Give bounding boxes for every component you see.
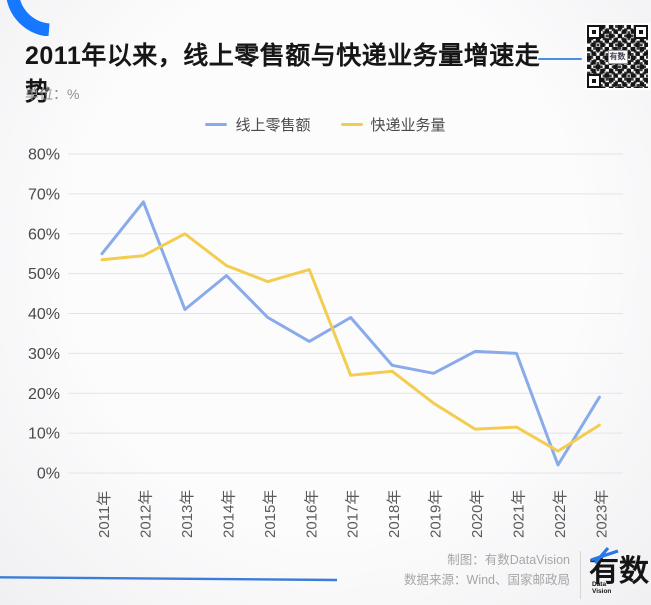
x-tick-label: 2013年 (179, 490, 196, 538)
title-divider (538, 58, 582, 60)
x-tick-label: 2020年 (469, 490, 486, 538)
y-tick-label: 80% (28, 147, 60, 164)
qr-center-logo: 有数 (607, 49, 628, 64)
y-tick-label: 60% (28, 226, 60, 243)
chart-legend: 线上零售额 快递业务量 (0, 114, 651, 135)
qr-eye (634, 25, 648, 39)
legend-dash-icon (205, 123, 228, 126)
page-title: 2011年以来，线上零售额与快递业务量增速走势 (25, 42, 541, 106)
y-tick-label: 10% (28, 426, 60, 443)
y-tick-label: 20% (28, 386, 60, 403)
unit-label: 单位：% (25, 86, 80, 102)
qr-code: 有数 (585, 23, 650, 90)
x-tick-label: 2021年 (511, 490, 528, 538)
x-tick-label: 2023年 (593, 490, 610, 538)
footer-divider (580, 551, 581, 599)
legend-item-1: 快递业务量 (340, 114, 446, 135)
brand-logo: 有数 Data Vision (589, 546, 651, 598)
y-tick-label: 30% (28, 346, 60, 363)
legend-label: 线上零售额 (235, 117, 311, 134)
x-tick-label: 2011年 (96, 491, 113, 538)
legend-dash-icon (340, 123, 363, 126)
x-tick-label: 2015年 (262, 490, 279, 538)
y-tick-label: 50% (28, 266, 60, 283)
legend-label: 快递业务量 (370, 117, 446, 134)
series-line-0 (100, 200, 601, 467)
y-tick-label: 70% (28, 186, 60, 203)
brand-logo-accent-icon (590, 546, 619, 565)
y-tick-label: 0% (37, 466, 60, 483)
source-line: 数据来源：Wind、国家邮政局 (404, 573, 570, 587)
footer-credits: 制图：有数DataVision 数据来源：Wind、国家邮政局 (404, 550, 570, 590)
qr-eye (587, 25, 601, 39)
series-line-1 (100, 232, 601, 453)
brand-logo-subtext: Data Vision (592, 581, 612, 595)
credit-line: 制图：有数DataVision (447, 553, 570, 567)
x-tick-label: 2017年 (345, 490, 362, 538)
x-tick-label: 2022年 (552, 490, 569, 538)
legend-item-0: 线上零售额 (205, 114, 311, 135)
x-tick-label: 2018年 (386, 490, 403, 538)
y-tick-label: 40% (28, 306, 60, 323)
x-tick-label: 2014年 (220, 490, 237, 538)
x-tick-label: 2012年 (137, 490, 154, 538)
x-tick-label: 2016年 (303, 490, 320, 538)
x-tick-label: 2019年 (428, 490, 445, 538)
brand-arc-icon (6, 0, 50, 36)
qr-eye (587, 74, 601, 88)
